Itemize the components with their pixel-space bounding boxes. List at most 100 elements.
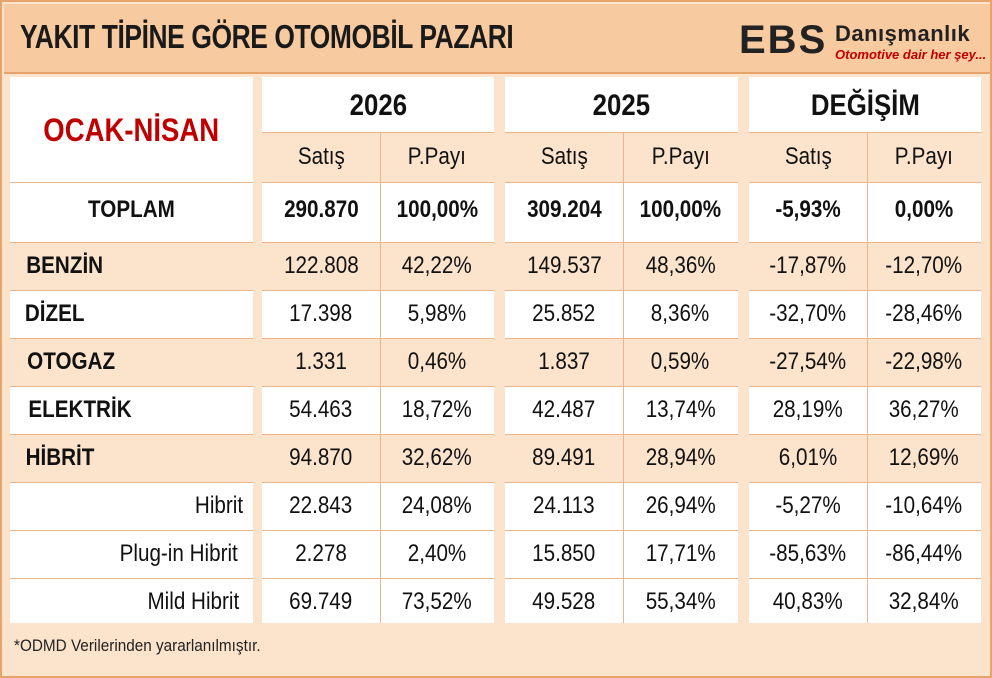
table-cell: 24.113 — [533, 492, 595, 519]
row-label: Mild Hibrit — [147, 588, 240, 615]
table-cell: 2,40% — [407, 540, 467, 567]
grid-line — [749, 578, 981, 579]
row-band — [505, 242, 738, 290]
table-cell: -27,54% — [769, 348, 847, 375]
table-cell: 94.870 — [289, 444, 353, 471]
row-band — [10, 434, 253, 482]
table-cell: -22,98% — [885, 348, 963, 375]
grid-line — [10, 434, 253, 435]
group-header: DEĞİŞİM — [810, 89, 920, 122]
row-band — [262, 242, 494, 290]
table-cell: 17,71% — [645, 540, 716, 567]
table-cell: 1.331 — [295, 348, 347, 375]
subheader-band — [505, 132, 738, 182]
table-cell: 69.749 — [289, 588, 353, 615]
grid-line — [505, 386, 738, 387]
row-band — [505, 338, 738, 386]
table-cell: 12,69% — [888, 444, 960, 471]
table-cell: -5,93% — [775, 196, 841, 223]
grid-line — [10, 338, 253, 339]
table-cell: 5,98% — [407, 300, 467, 327]
table-cell: 15.850 — [532, 540, 596, 567]
grid-line — [749, 386, 981, 387]
row-band — [749, 434, 981, 482]
subheader-sales: Satış — [297, 143, 345, 170]
subheader-share: P.Payı — [651, 143, 710, 170]
row-label: BENZİN — [26, 252, 104, 279]
grid-line — [749, 434, 981, 435]
grid-line — [10, 290, 253, 291]
table-cell: -85,63% — [769, 540, 847, 567]
grid-line — [10, 578, 253, 579]
grid-line — [505, 338, 738, 339]
table-cell: 13,74% — [645, 396, 716, 423]
table-cell: 2.278 — [295, 540, 347, 567]
grid-line — [505, 482, 738, 483]
table-cell: -17,87% — [769, 252, 847, 279]
subheader-sales: Satış — [784, 143, 832, 170]
grid-line — [262, 434, 494, 435]
row-label: OTOGAZ — [27, 348, 116, 375]
grid-line — [262, 290, 494, 291]
table-cell: 122.808 — [283, 252, 359, 279]
row-band — [10, 338, 253, 386]
grid-line — [867, 132, 868, 623]
grid-line — [10, 242, 253, 243]
group-header: 2026 — [349, 89, 407, 122]
grid-line — [749, 482, 981, 483]
row-band — [749, 338, 981, 386]
table-cell: 17.398 — [289, 300, 353, 327]
table-cell: -5,27% — [775, 492, 841, 519]
grid-line — [505, 290, 738, 291]
table-cell: 32,84% — [888, 588, 960, 615]
table-cell: 100,00% — [396, 196, 478, 223]
grid-line — [262, 132, 494, 133]
grid-line — [262, 386, 494, 387]
table-cell: 25.852 — [532, 300, 596, 327]
header-bar: YAKIT TİPİNE GÖRE OTOMOBİL PAZARI EBS Da… — [4, 4, 990, 74]
table-cell: 22.843 — [289, 492, 353, 519]
grid-line — [749, 338, 981, 339]
subheader-sales: Satış — [540, 143, 588, 170]
grid-line — [262, 530, 494, 531]
table-cell: -28,46% — [885, 300, 963, 327]
grid-line — [749, 242, 981, 243]
table-cell: -12,70% — [885, 252, 963, 279]
table-cell: 55,34% — [645, 588, 716, 615]
grid-line — [10, 182, 253, 183]
table-cell: 309.204 — [526, 196, 602, 223]
row-label: HİBRİT — [25, 444, 95, 471]
grid-line — [380, 132, 381, 623]
table-cell: 32,62% — [401, 444, 473, 471]
grid-line — [505, 242, 738, 243]
ebs-logo: EBS Danışmanlık Otomotive dair her şey..… — [739, 18, 989, 66]
table-cell: 89.491 — [532, 444, 596, 471]
table-cell: 73,52% — [401, 588, 473, 615]
logo-tagline: Otomotive dair her şey... — [835, 47, 987, 62]
table-cell: 149.537 — [526, 252, 602, 279]
table-cell: 0,46% — [407, 348, 467, 375]
table-cell: 0,59% — [651, 348, 710, 375]
grid-line — [262, 182, 494, 183]
grid-line — [262, 242, 494, 243]
table-cell: 49.528 — [532, 588, 596, 615]
row-label: TOPLAM — [88, 196, 175, 223]
grid-line — [623, 132, 624, 623]
grid-line — [10, 530, 253, 531]
subheader-share: P.Payı — [894, 143, 954, 170]
table-cell: 1.837 — [538, 348, 590, 375]
grid-line — [749, 290, 981, 291]
grid-line — [749, 132, 981, 133]
subheader-band — [262, 132, 494, 182]
grid-line — [10, 386, 253, 387]
grid-line — [262, 338, 494, 339]
row-band — [262, 338, 494, 386]
table-cell: 42,22% — [401, 252, 473, 279]
row-band — [262, 434, 494, 482]
table-cell: -10,64% — [885, 492, 963, 519]
logo-name: Danışmanlık — [835, 21, 971, 46]
grid-line — [505, 578, 738, 579]
subheader-share: P.Payı — [407, 143, 467, 170]
table-cell: 100,00% — [639, 196, 722, 223]
